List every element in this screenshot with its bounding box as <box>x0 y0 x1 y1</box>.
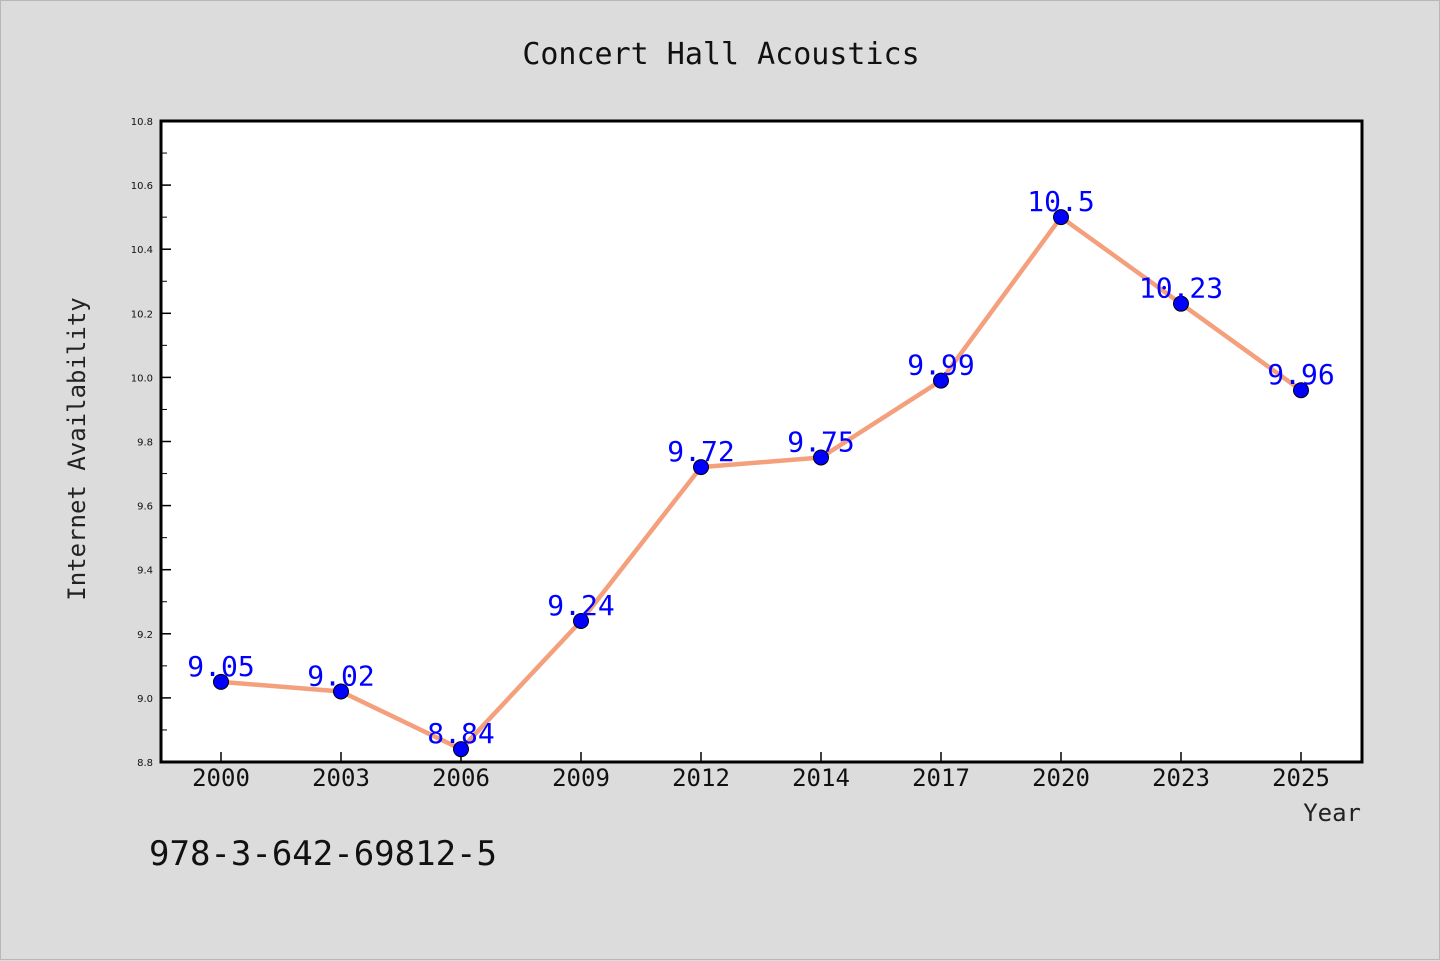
x-tick-label: 2020 <box>1032 764 1090 792</box>
data-point <box>453 741 469 758</box>
data-label: 10.5 <box>1027 185 1094 218</box>
y-tick-label: 9.6 <box>137 502 153 513</box>
data-point <box>813 449 829 466</box>
y-tick-label: 10.0 <box>131 373 153 384</box>
x-tick-label: 2003 <box>312 764 370 792</box>
y-tick-label: 9.2 <box>137 630 153 641</box>
x-tick-label: 2014 <box>792 764 850 792</box>
data-labels: 9.05 9.02 8.84 9.24 9.72 9.75 9.99 10.5 10.23 9.9… <box>187 185 1334 750</box>
data-label: 9.96 <box>1267 358 1334 391</box>
y-tick-label: 9.4 <box>137 566 153 577</box>
data-label: 9.05 <box>187 650 254 683</box>
data-point <box>1293 382 1309 399</box>
data-point <box>933 372 949 389</box>
data-label: 9.72 <box>667 435 734 468</box>
data-point <box>333 683 349 700</box>
y-axis: 8.8 9.0 9.2 9.4 9.6 9.8 10.0 10.2 10.4 10.6 10.8 <box>131 117 171 769</box>
y-tick-label: 8.8 <box>137 758 153 769</box>
data-label: 10.23 <box>1139 272 1223 305</box>
y-tick-label: 10.2 <box>131 309 153 320</box>
data-point <box>1053 209 1069 226</box>
x-tick-label: 2000 <box>192 764 250 792</box>
x-axis-label: Year <box>1303 799 1361 827</box>
x-tick-label: 2009 <box>552 764 610 792</box>
data-label: 9.99 <box>907 349 974 382</box>
data-label: 9.02 <box>307 659 374 692</box>
x-tick-label: 2017 <box>912 764 970 792</box>
x-tick-label: 2012 <box>672 764 730 792</box>
data-series <box>213 209 1309 758</box>
series-line <box>218 214 1304 752</box>
y-tick-label: 9.0 <box>137 694 153 705</box>
chart-title: Concert Hall Acoustics <box>522 37 919 72</box>
data-point <box>213 673 229 690</box>
x-tick-label: 2023 <box>1152 764 1210 792</box>
data-point <box>1173 295 1189 312</box>
data-point <box>693 459 709 476</box>
data-label: 9.24 <box>547 589 614 622</box>
x-tick-label: 2006 <box>432 764 490 792</box>
x-tick-label: 2025 <box>1272 764 1330 792</box>
plot-area <box>159 119 1364 764</box>
y-tick-label: 10.4 <box>131 245 153 256</box>
data-point <box>573 612 589 629</box>
x-axis: 2000 2003 2006 2009 2012 2014 2017 2020 2023 2025 <box>192 752 1330 792</box>
isbn-label: 978-3-642-69812-5 <box>149 834 497 874</box>
data-label: 9.75 <box>787 426 854 459</box>
y-tick-label: 10.8 <box>131 117 153 128</box>
data-label: 8.84 <box>427 717 494 750</box>
y-axis-label: Internet Availability <box>63 297 91 600</box>
y-tick-label: 10.6 <box>131 181 153 192</box>
y-tick-label: 9.8 <box>137 438 153 449</box>
